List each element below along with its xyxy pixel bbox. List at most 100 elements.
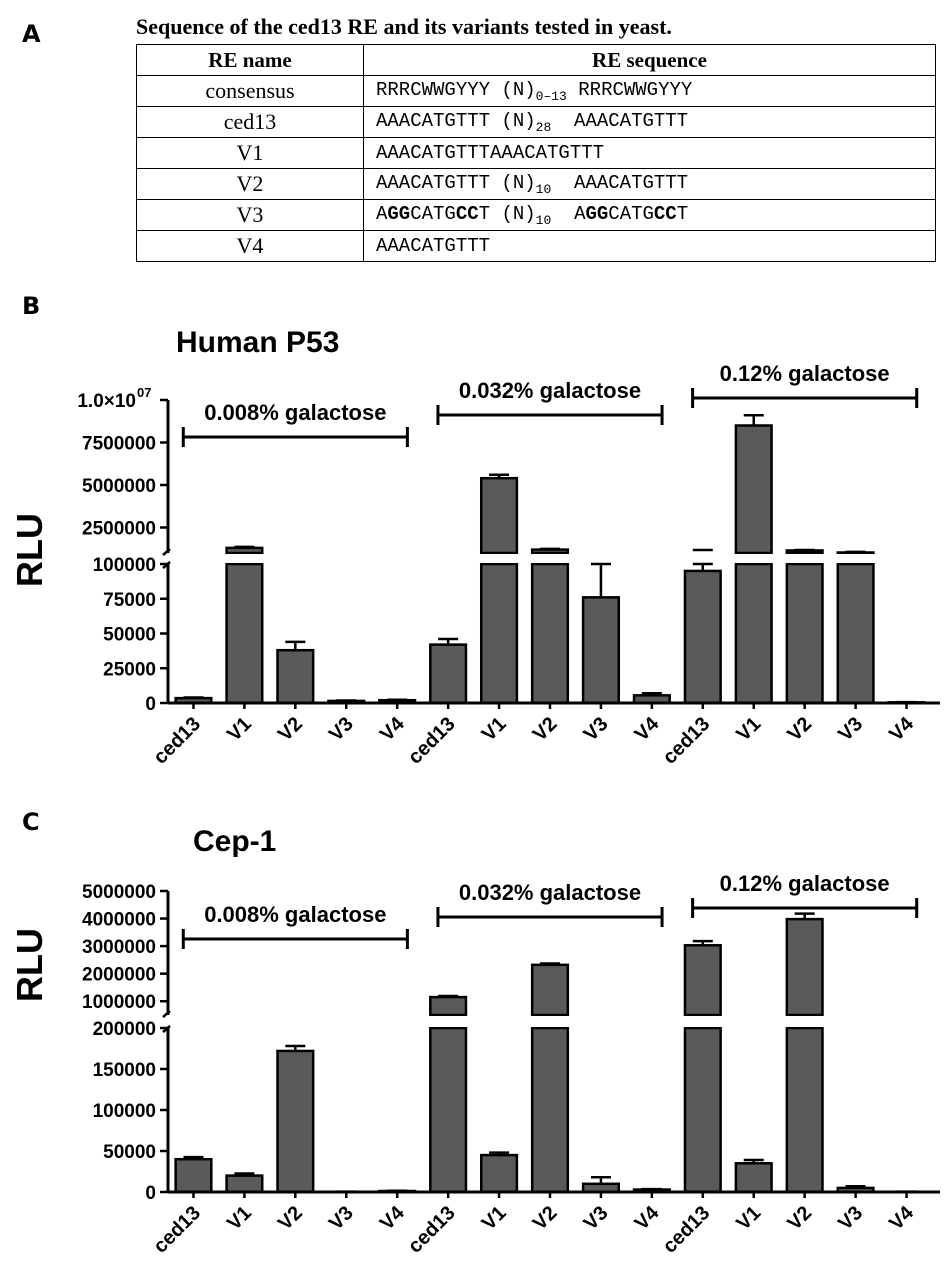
bar-ced13-5-upper (429, 995, 468, 1017)
group-label: 0.008% galactose (204, 400, 386, 425)
axis-break-gap (835, 554, 876, 563)
sequence-fragment: AAACATGTTTAAACATGTTT (376, 142, 605, 164)
y-tick-label: 100000 (93, 555, 156, 576)
bar-ced13-5 (429, 643, 468, 705)
re-sequence-cell: RRRCWWGYYY (N)0–13 RRRCWWGYYY (363, 75, 936, 107)
y-tick-label: 0 (145, 1183, 156, 1204)
panel-label-c: C (22, 808, 40, 836)
sequence-fragment: GG (387, 202, 411, 225)
bar-v1-6-lower (479, 562, 519, 705)
y-tick-label: 100000 (93, 1101, 156, 1122)
x-tick-label: V2 (783, 713, 816, 746)
sequence-fragment: AAACATGTTT (N) (376, 171, 536, 194)
x-tick-label: V2 (274, 713, 307, 746)
re-name-cell: V2 (136, 168, 364, 200)
y-axis-label: RLU (9, 513, 50, 587)
x-tick-label: V4 (376, 712, 409, 745)
panel-label-a: A (22, 20, 41, 48)
bar-ced13-5-lower (429, 1026, 468, 1194)
x-tick-label: V2 (529, 1202, 562, 1235)
x-tick-label: V3 (325, 1202, 358, 1235)
sequence-fragment: T (N) (478, 202, 536, 225)
x-tick-label: V1 (223, 713, 256, 746)
y-tick-label: 1000000 (82, 992, 156, 1013)
sequence-fragment: AAACATGTTT (551, 109, 689, 132)
chart-title: Human P53 (176, 326, 339, 359)
sequence-fragment: RRRCWWGYYY (N) (376, 78, 536, 101)
x-tick-label: ced13 (659, 713, 715, 769)
x-tick-label: ced13 (149, 713, 205, 769)
bar-ced13-10-upper (683, 944, 722, 1017)
bar-v3-8 (581, 596, 621, 705)
y-tick-exponent: 07 (137, 385, 151, 400)
x-tick-label: V3 (834, 713, 867, 746)
x-tick-label: V4 (631, 712, 664, 745)
bar-v1-1-upper (225, 546, 264, 555)
x-tick-label: V2 (274, 1202, 307, 1235)
bar-v1-6-upper (479, 476, 519, 555)
axis-break-mark (162, 548, 171, 556)
chart-title: Cep-1 (193, 825, 276, 858)
x-tick-label: V3 (834, 1202, 867, 1235)
axis-break-gap (733, 554, 774, 563)
y-tick-label: 1.0×10 (77, 391, 136, 412)
sequence-fragment: GG (585, 202, 609, 225)
bar-ced13-10-lower (683, 1026, 722, 1194)
panel-label-b: B (22, 292, 41, 320)
axis-break-gap (224, 554, 265, 563)
x-tick-label: ced13 (404, 713, 460, 769)
y-tick-label: 4000000 (82, 910, 156, 931)
y-tick-label: 25000 (103, 659, 156, 680)
bar-v1-11-lower (734, 562, 773, 705)
x-tick-label: V1 (732, 713, 765, 746)
sequence-fragment: A (551, 202, 586, 225)
bar-v2-12-upper (785, 917, 824, 1017)
table-row: consensus RRRCWWGYYY (N)0–13 RRRCWWGYYY (136, 75, 936, 107)
re-name-cell: V3 (136, 199, 364, 231)
sequence-fragment: RRRCWWGYYY (566, 78, 693, 101)
group-label: 0.032% galactose (459, 880, 641, 905)
header-re-sequence: RE sequence (363, 44, 936, 76)
group-label: 0.008% galactose (204, 902, 386, 927)
y-tick-label: 75000 (103, 590, 156, 611)
bar-v2-7-lower (530, 562, 570, 705)
x-tick-label: V4 (885, 712, 918, 745)
bar-ced13-10 (683, 569, 722, 705)
table-row: V3 AGGCATGCCT (N)10 AGGCATGCCT (136, 199, 936, 231)
x-tick-label: V1 (478, 713, 511, 746)
axis-break-gap (784, 554, 825, 563)
re-name-cell: ced13 (136, 106, 364, 138)
x-tick-label: V1 (732, 1202, 765, 1235)
x-tick-label: ced13 (659, 1202, 715, 1258)
table-row: V4 AAACATGTTT (136, 230, 936, 262)
re-sequence-cell: AAACATGTTT (N)10 AAACATGTTT (363, 168, 936, 200)
table-row: V1 AAACATGTTTAAACATGTTT (136, 137, 936, 169)
y-tick-label: 0 (145, 694, 156, 715)
x-tick-label: ced13 (404, 1202, 460, 1258)
sequence-subscript: 10 (535, 212, 552, 228)
y-tick-label: 150000 (93, 1060, 156, 1081)
x-tick-label: V1 (223, 1202, 256, 1235)
sequence-fragment: CATG (608, 202, 654, 225)
y-axis-label: RLU (9, 928, 50, 1002)
axis-break-gap (530, 1016, 570, 1027)
y-tick-label: 5000000 (82, 882, 156, 903)
re-name-cell: V4 (136, 230, 364, 262)
y-tick-label: 2000000 (82, 965, 156, 986)
bar-v1-1-lower (225, 562, 264, 705)
bar-v2-12-lower (785, 562, 824, 705)
bar-v1-11-upper (734, 424, 773, 555)
x-tick-label: V1 (478, 1202, 511, 1235)
re-sequence-cell: AAACATGTTTAAACATGTTT (363, 137, 936, 169)
bar-v2-12-lower (785, 1026, 824, 1194)
sequence-fragment: AAACATGTTT (551, 171, 689, 194)
axis-break-gap (428, 1016, 468, 1027)
re-sequence-cell: AGGCATGCCT (N)10 AGGCATGCCT (363, 199, 936, 231)
re-name-cell: consensus (136, 75, 364, 107)
x-tick-label: V2 (783, 1202, 816, 1235)
axis-break-gap (530, 554, 570, 563)
sequence-fragment: A (376, 202, 388, 225)
sequence-fragment: CATG (410, 202, 456, 225)
bar-v1-1 (225, 1174, 264, 1194)
